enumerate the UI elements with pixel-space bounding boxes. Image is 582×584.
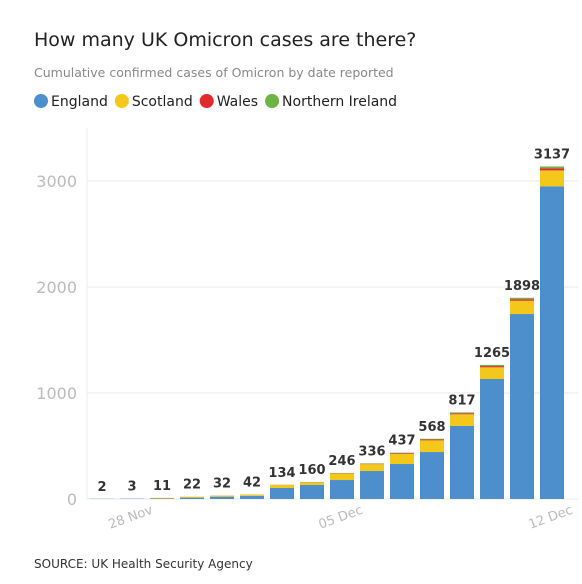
total-label: 1898 [504,279,540,294]
bar-segment [480,366,504,368]
bar-segment [150,497,174,499]
total-label: 3137 [534,147,570,162]
total-label: 2 [97,480,106,495]
total-label: 336 [358,444,385,459]
bar-segment [300,482,324,486]
y-tick-label: 3000 [36,172,77,191]
bar-segment [510,297,534,300]
legend-swatch [265,94,280,108]
bar-segment [450,414,474,426]
bar-segment [150,498,174,499]
bar-segment [240,495,264,499]
bar-segment [540,166,564,169]
bar-segment [420,440,444,453]
total-label: 42 [243,476,261,491]
bar-segment [210,495,234,497]
bar-segment [480,379,504,499]
chart-subtitle: Cumulative confirmed cases of Omicron by… [34,65,394,80]
bar-segment [390,453,414,465]
bar-segment [390,453,414,454]
bar-segment [270,485,294,488]
total-label: 568 [418,420,445,435]
bar-segment [240,494,264,496]
total-label: 22 [183,478,201,493]
bar-segment [480,364,504,367]
bar-segment [330,480,354,499]
bar-segment [510,300,534,315]
bar-segment [180,497,204,499]
y-tick-label: 2000 [36,278,77,297]
x-tick-label: 12 Dec [527,503,575,533]
bar-segment [480,367,504,380]
bar-segment [270,487,294,499]
bar-segment [540,168,564,171]
legend-swatch [34,94,48,108]
total-label: 437 [388,434,415,449]
bar-segment [360,464,384,472]
y-tick-label: 1000 [36,384,77,403]
bar-segment [420,438,444,440]
legend-label: England [51,94,108,110]
legend: England Scotland Wales Northern Ireland [34,94,397,110]
bar-segment [450,425,474,499]
total-label: 32 [213,477,231,492]
bar-segment [540,170,564,187]
bar-segment [510,314,534,499]
bar-segment [390,464,414,499]
total-label: 1265 [474,346,510,361]
bar-segment [420,439,444,441]
bar-segment [360,471,384,499]
source: SOURCE: UK Health Security Agency [34,557,253,571]
total-label: 246 [328,454,355,469]
total-label: 3 [127,480,136,495]
legend-label: Northern Ireland [282,94,397,110]
total-label: 817 [448,393,475,408]
bar-segment [330,473,354,481]
total-label: 134 [268,466,295,481]
total-label: 11 [153,479,171,494]
bar-segment [420,452,444,499]
total-label: 160 [298,463,325,478]
bar-segment [180,496,204,498]
x-tick-label: 05 Dec [317,503,365,533]
bar-segment [540,186,564,500]
legend-swatch [114,94,129,108]
bar-segment [450,413,474,415]
bar-segment [210,496,234,499]
legend-label: Scotland [132,94,193,110]
legend-label: Wales [217,94,258,110]
y-tick-label: 0 [67,490,77,509]
bar-segment [510,299,534,301]
bar-segment [300,485,324,499]
x-tick-label: 28 Nov [107,503,156,533]
legend-swatch [199,94,214,108]
chart-title: How many UK Omicron cases are there? [34,29,416,51]
bar-segment [390,452,414,454]
bar-segment [450,412,474,414]
